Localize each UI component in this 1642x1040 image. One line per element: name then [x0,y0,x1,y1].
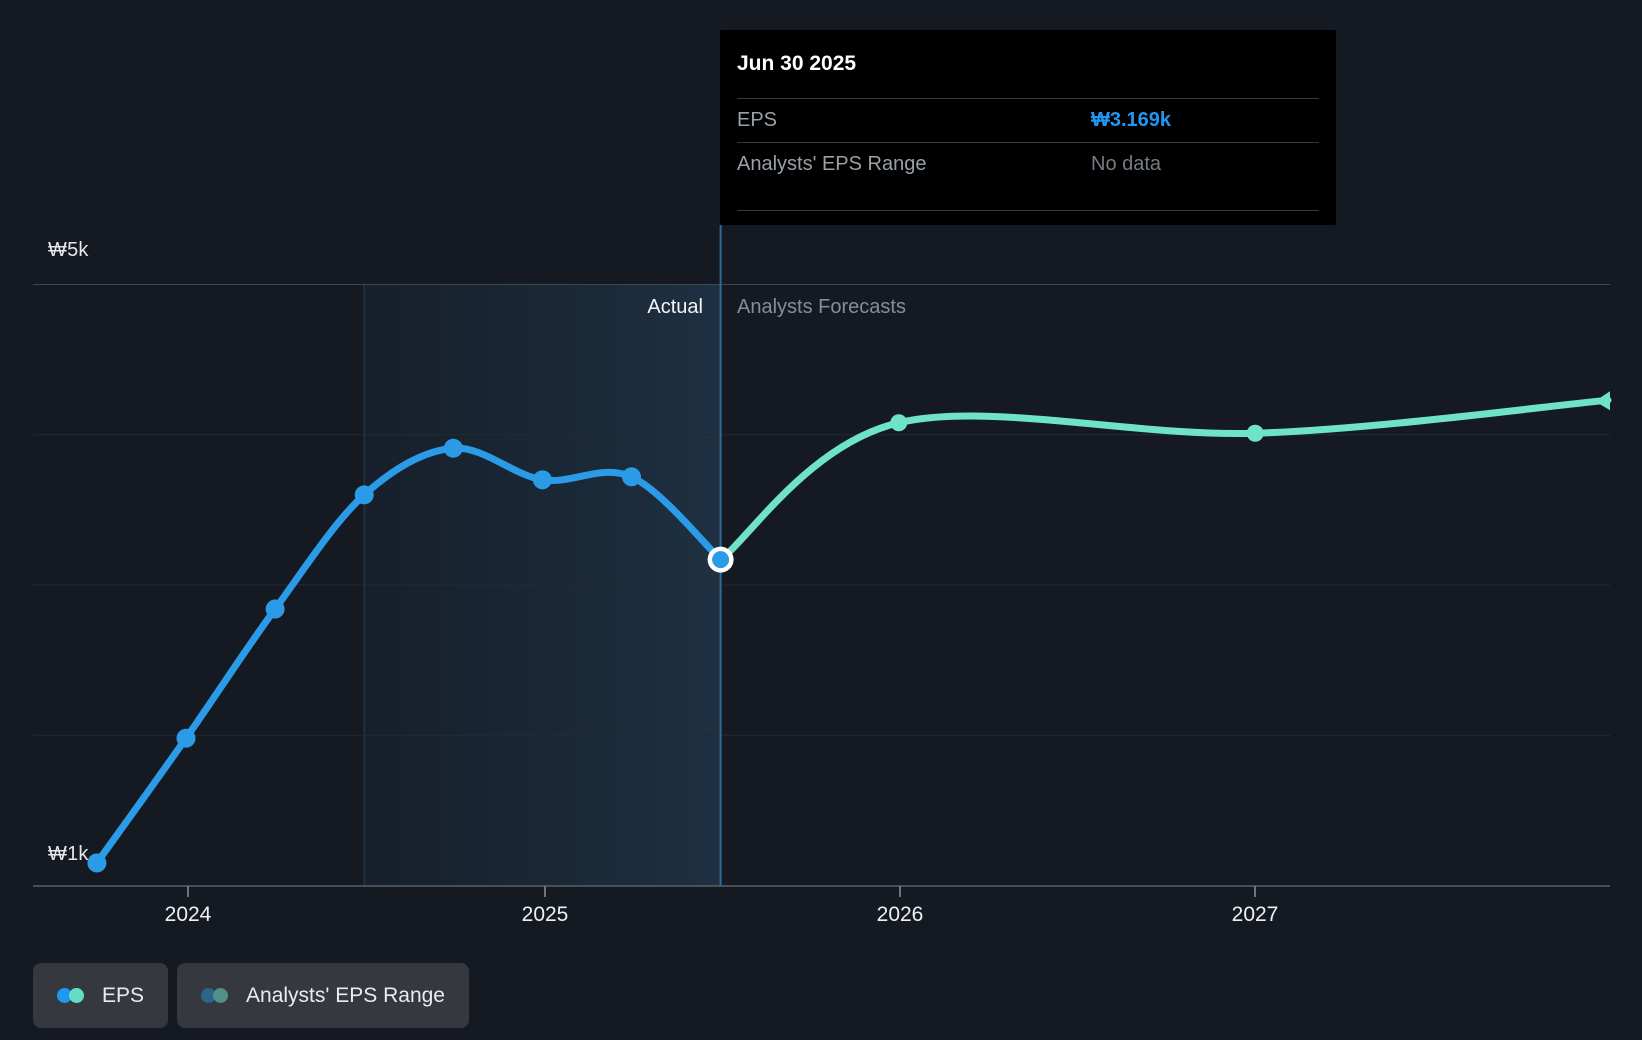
actual-data-point[interactable] [176,728,196,748]
legend-item-eps[interactable]: EPS [33,963,169,1028]
x-axis-label-2026: 2026 [876,903,924,926]
actual-data-point[interactable] [87,853,107,873]
actual-data-point[interactable] [354,485,374,505]
actual-data-point[interactable] [443,438,463,458]
actual-data-point[interactable] [622,467,641,487]
tooltip-date: Jun 30 2025 [737,52,857,75]
eps-range-color-dot-1 [201,988,217,1003]
actual-data-point[interactable] [532,470,552,490]
tooltip-eps-value: ₩3.169k [1091,109,1172,131]
eps-range-color-dot-2 [213,988,229,1003]
tooltip-row-eps: EPS ₩3.169k [737,98,1319,142]
x-axis-tick [544,886,546,897]
y-axis-label-bottom: ₩1k [48,843,89,865]
eps-forecast-line [717,396,1612,564]
tooltip-eps-range-value: No data [1091,153,1162,175]
tooltip-spacer [737,186,1319,210]
chart-legend: EPS Analysts' EPS Range [33,963,469,1028]
tooltip-eps-label: EPS [737,109,778,131]
tooltip-eps-range-label: Analysts' EPS Range [737,153,927,175]
actual-data-point[interactable] [265,599,285,619]
forecast-data-point[interactable] [1246,424,1264,442]
y-axis-label-top: ₩5k [48,239,89,261]
x-axis-label-2027: 2027 [1231,903,1279,926]
legend-label-eps: EPS [102,983,145,1007]
forecast-end-arrow [1595,391,1610,411]
forecast-section-label: Analysts Forecasts [737,296,906,318]
eps-range-legend-icon [201,988,229,1003]
tooltip-bottom-divider [737,210,1319,225]
x-axis-label-2024: 2024 [164,903,212,926]
legend-label-analysts-eps-range: Analysts' EPS Range [246,983,445,1007]
eps-legend-icon [57,988,84,1003]
current-date-marker[interactable] [712,551,730,569]
x-axis-tick [187,886,189,897]
x-axis-tick [1254,886,1256,897]
tooltip-row-eps-range: Analysts' EPS Range No data [737,142,1319,186]
x-axis-label-2025: 2025 [521,903,569,926]
legend-item-analysts-eps-range[interactable]: Analysts' EPS Range [177,963,469,1028]
forecast-data-point[interactable] [890,414,908,432]
eps-forecast-color-dot [69,988,84,1003]
chart-tooltip: Jun 30 2025 EPS ₩3.169k Analysts' EPS Ra… [720,30,1336,225]
eps-actual-color-dot [57,988,72,1003]
actual-section-label: Actual [647,296,703,318]
x-axis-tick [899,886,901,897]
